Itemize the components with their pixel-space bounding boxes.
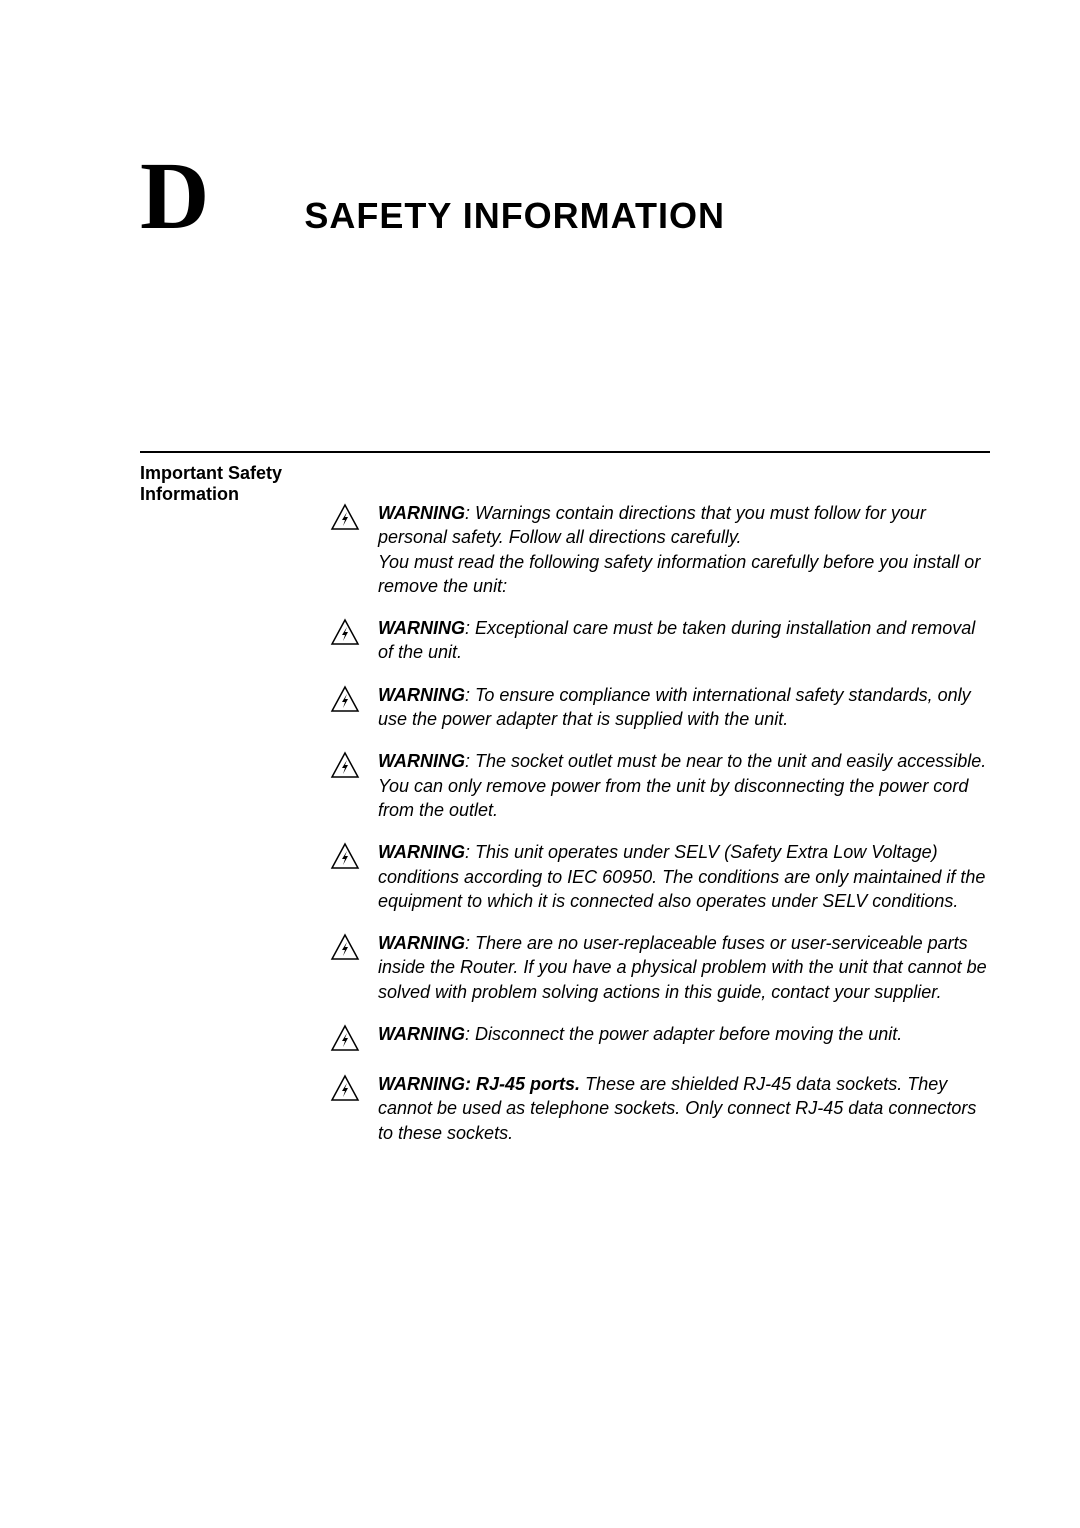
warning-block: WARNING: The socket outlet must be near … <box>330 749 990 822</box>
warning-label: WARNING <box>378 751 465 771</box>
lightning-warning-icon <box>330 503 360 533</box>
warning-text: WARNING: Warnings contain directions tha… <box>378 501 990 598</box>
lightning-warning-icon <box>330 618 360 648</box>
warning-text: WARNING: To ensure compliance with inter… <box>378 683 990 732</box>
warning-block: WARNING: RJ-45 ports. These are shielded… <box>330 1072 990 1145</box>
warning-body: : The socket outlet must be near to the … <box>378 751 986 820</box>
warning-body: : This unit operates under SELV (Safety … <box>378 842 985 911</box>
page-title: SAFETY INFORMATION <box>304 195 725 237</box>
warning-block: WARNING: Warnings contain directions tha… <box>330 501 990 598</box>
warning-label: WARNING <box>378 933 465 953</box>
warning-body: : There are no user-replaceable fuses or… <box>378 933 987 1002</box>
lightning-warning-icon <box>330 842 360 872</box>
warning-block: WARNING: To ensure compliance with inter… <box>330 683 990 732</box>
lightning-warning-icon <box>330 1074 360 1104</box>
warning-label: WARNING <box>378 685 465 705</box>
warning-block: WARNING: This unit operates under SELV (… <box>330 840 990 913</box>
warning-text: WARNING: There are no user-replaceable f… <box>378 931 990 1004</box>
warning-label: WARNING <box>378 842 465 862</box>
lightning-warning-icon <box>330 751 360 781</box>
warning-text: WARNING: The socket outlet must be near … <box>378 749 990 822</box>
lightning-warning-icon <box>330 1024 360 1054</box>
warning-label: WARNING <box>378 618 465 638</box>
warning-label: WARNING: RJ-45 ports. <box>378 1074 580 1094</box>
warning-block: WARNING: Disconnect the power adapter be… <box>330 1022 990 1054</box>
warning-text: WARNING: Exceptional care must be taken … <box>378 616 990 665</box>
warning-text: WARNING: RJ-45 ports. These are shielded… <box>378 1072 990 1145</box>
lightning-warning-icon <box>330 685 360 715</box>
warning-text: WARNING: This unit operates under SELV (… <box>378 840 990 913</box>
warning-extra: You must read the following safety infor… <box>378 552 980 596</box>
warnings-container: WARNING: Warnings contain directions tha… <box>330 501 990 1145</box>
appendix-letter: D <box>140 140 209 251</box>
section-label: Important Safety Information <box>140 463 310 505</box>
warning-text: WARNING: Disconnect the power adapter be… <box>378 1022 990 1046</box>
warning-label: WARNING <box>378 1024 465 1044</box>
warning-block: WARNING: Exceptional care must be taken … <box>330 616 990 665</box>
warning-body: : Exceptional care must be taken during … <box>378 618 975 662</box>
content-section: Important Safety Information WARNING: Wa… <box>140 451 990 1145</box>
warning-body: : To ensure compliance with internationa… <box>378 685 971 729</box>
lightning-warning-icon <box>330 933 360 963</box>
warning-label: WARNING <box>378 503 465 523</box>
warning-body: : Disconnect the power adapter before mo… <box>465 1024 902 1044</box>
warning-block: WARNING: There are no user-replaceable f… <box>330 931 990 1004</box>
